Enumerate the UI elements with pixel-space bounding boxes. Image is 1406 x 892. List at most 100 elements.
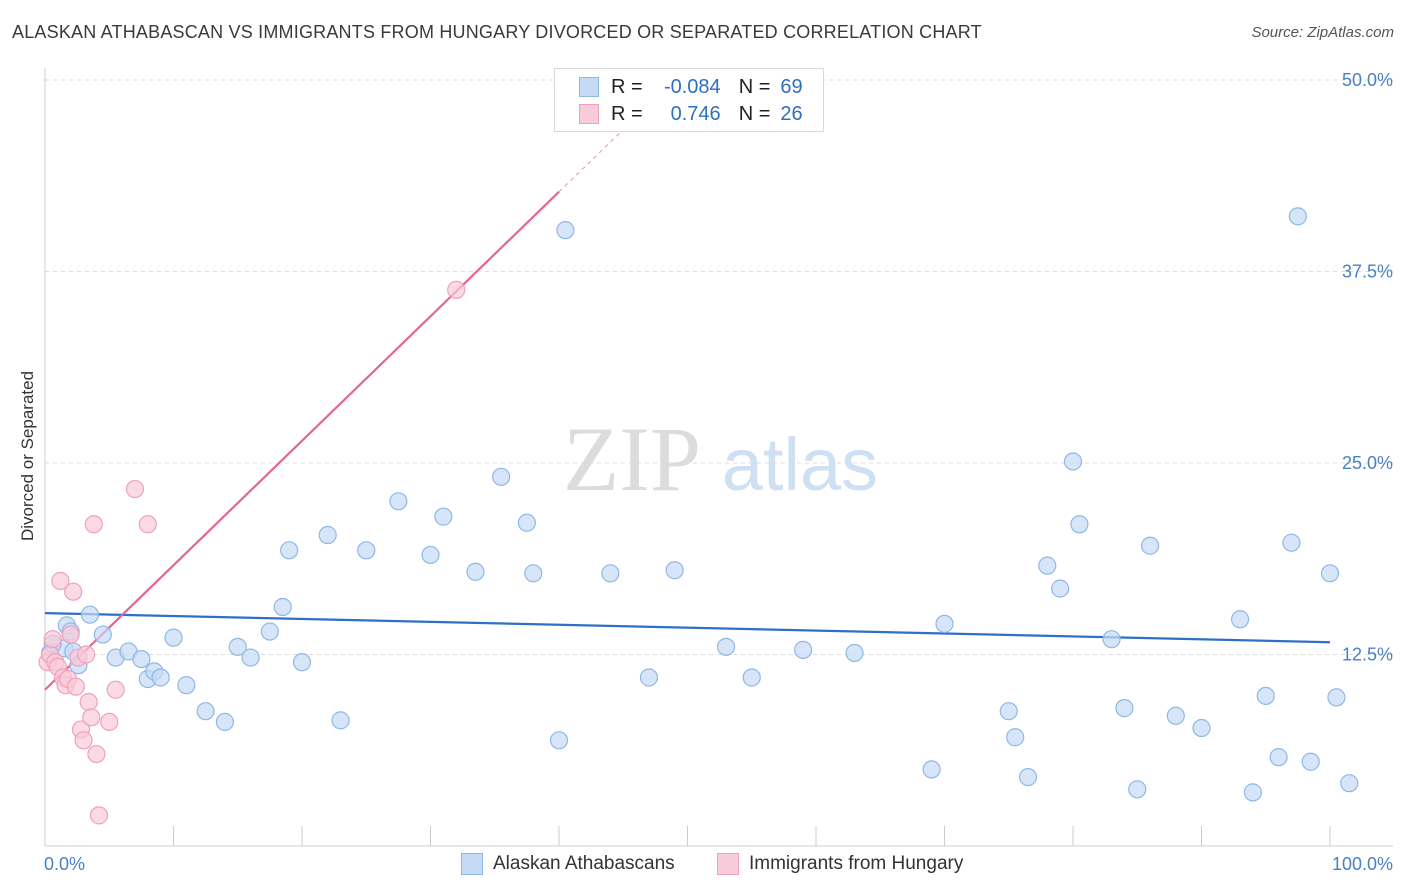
point-athabascan xyxy=(331,711,350,730)
bottom-legend-swatch-blue xyxy=(461,853,483,875)
point-athabascan xyxy=(1115,699,1134,718)
point-athabascan xyxy=(260,622,279,641)
point-hungary xyxy=(100,712,119,732)
point-hungary xyxy=(89,806,109,825)
bottom-legend-label: Alaskan Athabascans xyxy=(493,853,675,874)
point-hungary xyxy=(138,515,157,534)
point-athabascan xyxy=(639,668,659,687)
legend-swatch-blue xyxy=(579,77,599,97)
point-athabascan xyxy=(1327,688,1346,707)
watermark-atlas: atlas xyxy=(722,423,878,506)
point-hungary xyxy=(43,630,62,649)
point-athabascan xyxy=(1102,630,1121,649)
point-hungary xyxy=(77,645,96,664)
point-hungary xyxy=(82,708,101,727)
point-hungary xyxy=(51,571,70,591)
point-athabascan xyxy=(389,492,408,511)
point-athabascan xyxy=(421,545,440,565)
point-athabascan xyxy=(517,513,536,532)
axes xyxy=(44,68,1393,847)
point-athabascan xyxy=(845,643,864,663)
point-athabascan xyxy=(434,507,453,526)
point-athabascan xyxy=(80,605,100,624)
source-credit: Source: ZipAtlas.com xyxy=(1251,24,1394,41)
watermark: ZIP atlas xyxy=(563,408,878,510)
legend-r-label: R = xyxy=(611,102,643,125)
point-athabascan xyxy=(1288,207,1307,226)
legend-n-label: N = xyxy=(738,102,771,125)
point-athabascan xyxy=(318,525,337,545)
point-hungary xyxy=(87,744,106,764)
point-athabascan xyxy=(556,221,575,240)
point-athabascan xyxy=(273,597,292,617)
point-athabascan xyxy=(492,467,511,486)
legend-swatch-pink xyxy=(579,104,599,124)
legend-row-hungary: R = 0.746 N = 26 xyxy=(579,101,803,127)
point-athabascan xyxy=(228,637,247,656)
watermark-zip: ZIP xyxy=(563,408,701,510)
point-athabascan xyxy=(1256,686,1275,705)
point-athabascan xyxy=(1063,452,1083,471)
data-points xyxy=(38,207,1359,825)
point-athabascan xyxy=(151,668,170,687)
y-tick-label: 37.5% xyxy=(1342,262,1393,282)
point-athabascan xyxy=(935,614,954,633)
point-hungary xyxy=(125,479,145,499)
point-athabascan xyxy=(1243,783,1263,802)
x-tick-label: 0.0% xyxy=(44,854,85,874)
point-athabascan xyxy=(999,702,1018,721)
point-athabascan xyxy=(164,628,183,647)
point-athabascan xyxy=(1070,515,1089,534)
bottom-legend-label: Immigrants from Hungary xyxy=(749,853,964,874)
bottom-legend-hungary: Immigrants from Hungary xyxy=(717,851,963,877)
point-athabascan xyxy=(1192,718,1211,738)
point-athabascan xyxy=(215,712,234,732)
point-athabascan xyxy=(1140,536,1160,555)
point-athabascan xyxy=(1301,752,1320,771)
point-athabascan xyxy=(241,648,260,667)
point-hungary xyxy=(79,692,98,712)
point-athabascan xyxy=(93,625,112,644)
point-athabascan xyxy=(601,564,620,583)
chart-title: ALASKAN ATHABASCAN VS IMMIGRANTS FROM HU… xyxy=(12,22,982,42)
bottom-legend-swatch-pink xyxy=(717,853,739,875)
legend-n-value: 69 xyxy=(780,75,803,98)
point-athabascan xyxy=(357,541,376,560)
point-athabascan xyxy=(1230,610,1250,629)
point-athabascan xyxy=(466,562,485,581)
point-athabascan xyxy=(177,676,196,695)
bottom-legend-athabascan: Alaskan Athabascans xyxy=(461,851,675,877)
legend-row-athabascan: R = -0.084 N = 69 xyxy=(579,74,803,100)
point-athabascan xyxy=(1051,579,1070,598)
point-athabascan xyxy=(1128,780,1147,799)
y-tick-label: 12.5% xyxy=(1342,645,1393,665)
point-athabascan xyxy=(1018,767,1038,787)
y-tick-label: 50.0% xyxy=(1342,70,1393,90)
point-athabascan xyxy=(1006,728,1025,747)
point-athabascan xyxy=(280,541,299,560)
x-tick-label: 100.0% xyxy=(1332,854,1393,874)
trend-lines xyxy=(44,91,1331,691)
point-athabascan xyxy=(794,640,813,660)
trend-line-hungary xyxy=(44,191,560,691)
point-athabascan xyxy=(132,649,151,669)
point-athabascan xyxy=(1269,748,1288,767)
point-athabascan xyxy=(1038,556,1057,575)
gridlines xyxy=(45,79,1393,655)
legend-n-label: N = xyxy=(738,75,771,98)
legend-r-value: 0.746 xyxy=(670,102,721,125)
point-hungary xyxy=(106,680,125,699)
point-hungary xyxy=(64,582,83,601)
point-hungary xyxy=(61,625,80,644)
tick-labels: 12.5% 25.0% 37.5% 50.0% 0.0% 100.0% xyxy=(44,70,1393,874)
legend-n-value: 26 xyxy=(780,102,803,125)
point-athabascan xyxy=(742,668,761,687)
legend-r-label: R = xyxy=(611,75,643,98)
point-athabascan xyxy=(1166,706,1185,725)
point-athabascan xyxy=(716,637,736,656)
point-athabascan xyxy=(1282,533,1301,552)
point-athabascan xyxy=(524,564,543,583)
point-hungary xyxy=(74,731,93,750)
point-hungary xyxy=(66,677,85,696)
